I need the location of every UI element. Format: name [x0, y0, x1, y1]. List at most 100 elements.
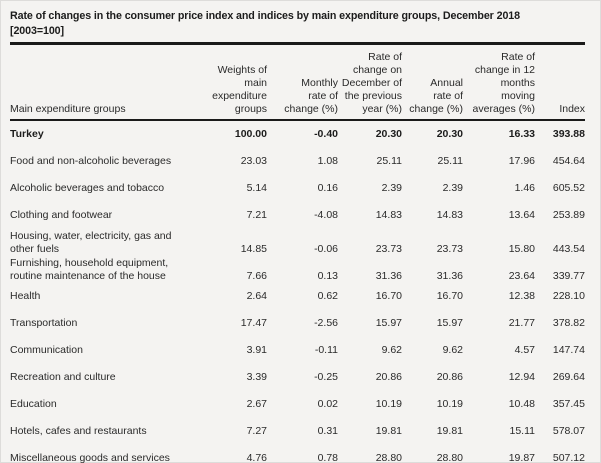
cell-value: 20.86: [375, 370, 402, 383]
cell-value: 14.85: [240, 242, 267, 255]
cpi-table: Main expenditure groups Weights of main …: [10, 44, 585, 463]
cell-value: 147.74: [552, 343, 585, 356]
column-header-main-expenditure-groups: Main expenditure groups: [10, 44, 205, 121]
cell-value: 339.77: [552, 269, 585, 282]
column-header-annual-rate: Annual rate of change (%): [402, 44, 463, 121]
table-row: Health 2.64 0.62 16.70 16.70 12.38 228.10: [10, 283, 585, 310]
cell-value: 25.11: [376, 154, 403, 167]
cell-value: 443.54: [552, 242, 585, 255]
column-header-weights: Weights of main expenditure groups: [205, 44, 267, 121]
cell-value: 20.30: [436, 127, 463, 140]
row-label: Health: [10, 289, 41, 302]
cell-value: 357.45: [552, 397, 585, 410]
cell-value: 4.76: [205, 444, 267, 463]
cell-value: 16.33: [508, 127, 535, 140]
table-header: Main expenditure groups Weights of main …: [10, 44, 585, 121]
table-row: Transportation 17.47 -2.56 15.97 15.97 21.77 3…: [10, 310, 585, 337]
cell-value: -0.40: [314, 127, 338, 140]
cell-value: 15.97: [436, 316, 463, 329]
cell-value: 17.96: [508, 154, 535, 167]
cell-value: 10.48: [508, 397, 535, 410]
table-row: Clothing and footwear 7.21 -4.08 14.83 14.83…: [10, 202, 585, 229]
row-label: Hotels, cafes and restaurants: [10, 424, 147, 437]
row-label: Food and non-alcoholic beverages: [10, 154, 172, 167]
page-title: Rate of changes in the consumer price in…: [10, 10, 520, 37]
cell-value: 23.73: [436, 242, 463, 255]
table-row: Furnishing, household equipment, routine…: [10, 256, 585, 283]
cell-value: -0.25: [314, 370, 338, 383]
cell-value: 23.73: [375, 242, 402, 255]
cell-value: 28.80: [402, 444, 463, 463]
cell-value: 507.12: [535, 444, 585, 463]
cell-value: 0.62: [317, 289, 338, 302]
cell-value: 31.36: [375, 269, 402, 282]
row-label: Communication: [10, 343, 83, 356]
column-header-index: Index: [535, 44, 585, 121]
cell-value: 253.89: [552, 208, 585, 221]
cell-value: 31.36: [436, 269, 463, 282]
cell-value: 17.47: [240, 316, 267, 329]
cell-value: 0.16: [317, 181, 338, 194]
cell-value: -0.06: [314, 242, 338, 255]
cell-value: 9.62: [442, 343, 463, 356]
row-label: Recreation and culture: [10, 370, 116, 383]
table-row: Education 2.67 0.02 10.19 10.19 10.48 357.45: [10, 391, 585, 418]
cell-value: 16.70: [436, 289, 463, 302]
cell-value: -2.56: [314, 316, 338, 329]
cell-value: 578.07: [552, 424, 585, 437]
row-label: Turkey: [10, 127, 44, 140]
column-header-monthly-rate: Monthly rate of change (%): [267, 44, 338, 121]
cell-value: 1.46: [514, 181, 535, 194]
cell-value: 15.80: [508, 242, 535, 255]
table-row: Hotels, cafes and restaurants 7.27 0.31 19.…: [10, 418, 585, 445]
cell-value: 13.64: [508, 208, 535, 221]
cell-value: 2.39: [381, 181, 402, 194]
cell-value: 12.38: [508, 289, 535, 302]
cell-value: 10.19: [375, 397, 402, 410]
cell-value: -4.08: [314, 208, 338, 221]
row-label: Miscellaneous goods and services: [10, 444, 205, 463]
cell-value: 19.81: [436, 424, 463, 437]
cell-value: 14.83: [436, 208, 463, 221]
table-row: Communication 3.91 -0.11 9.62 9.62 4.57 147.74: [10, 337, 585, 364]
cell-value: 378.82: [552, 316, 585, 329]
cell-value: 4.57: [514, 343, 535, 356]
cell-value: 0.02: [317, 397, 338, 410]
cell-value: 20.30: [375, 127, 402, 140]
cell-value: 19.81: [375, 424, 402, 437]
cell-value: 2.39: [442, 181, 463, 194]
cell-value: 19.87: [463, 444, 535, 463]
table-row: Turkey 100.00 -0.40 20.30 20.30 16.33 393.88: [10, 120, 585, 148]
cell-value: 100.00: [234, 127, 267, 140]
table-row: Alcoholic beverages and tobacco 5.14 0.16 2…: [10, 175, 585, 202]
cell-value: 16.70: [375, 289, 402, 302]
cell-value: 2.64: [246, 289, 267, 302]
cell-value: 393.88: [552, 127, 585, 140]
table-body: Turkey 100.00 -0.40 20.30 20.30 16.33 393.88 Fo…: [10, 120, 585, 463]
row-label: Housing, water, electricity, gas and oth…: [10, 229, 172, 255]
column-header-december-rate: Rate of change on December of the previo…: [338, 44, 402, 121]
cell-value: 12.94: [508, 370, 535, 383]
column-header-12-month-average: Rate of change in 12 months moving avera…: [463, 44, 535, 121]
header-row: Main expenditure groups Weights of main …: [10, 44, 585, 121]
cell-value: 3.39: [246, 370, 267, 383]
cell-value: 21.77: [508, 316, 535, 329]
cell-value: 14.83: [375, 208, 402, 221]
row-label: Furnishing, household equipment, routine…: [10, 256, 169, 282]
cell-value: 454.64: [552, 154, 585, 167]
cell-value: 7.21: [246, 208, 267, 221]
cell-value: 228.10: [552, 289, 585, 302]
cell-value: 0.78: [267, 444, 338, 463]
cell-value: 15.11: [509, 424, 536, 437]
cell-value: 15.97: [375, 316, 402, 329]
cell-value: 7.27: [246, 424, 267, 437]
cell-value: 25.11: [437, 154, 464, 167]
cell-value: 5.14: [246, 181, 267, 194]
table-row: Miscellaneous goods and services 4.76 0.78…: [10, 444, 585, 463]
row-label: Transportation: [10, 316, 78, 329]
cell-value: 0.13: [317, 269, 338, 282]
cell-value: 10.19: [436, 397, 463, 410]
cell-value: 9.62: [381, 343, 402, 356]
row-label: Education: [10, 397, 57, 410]
